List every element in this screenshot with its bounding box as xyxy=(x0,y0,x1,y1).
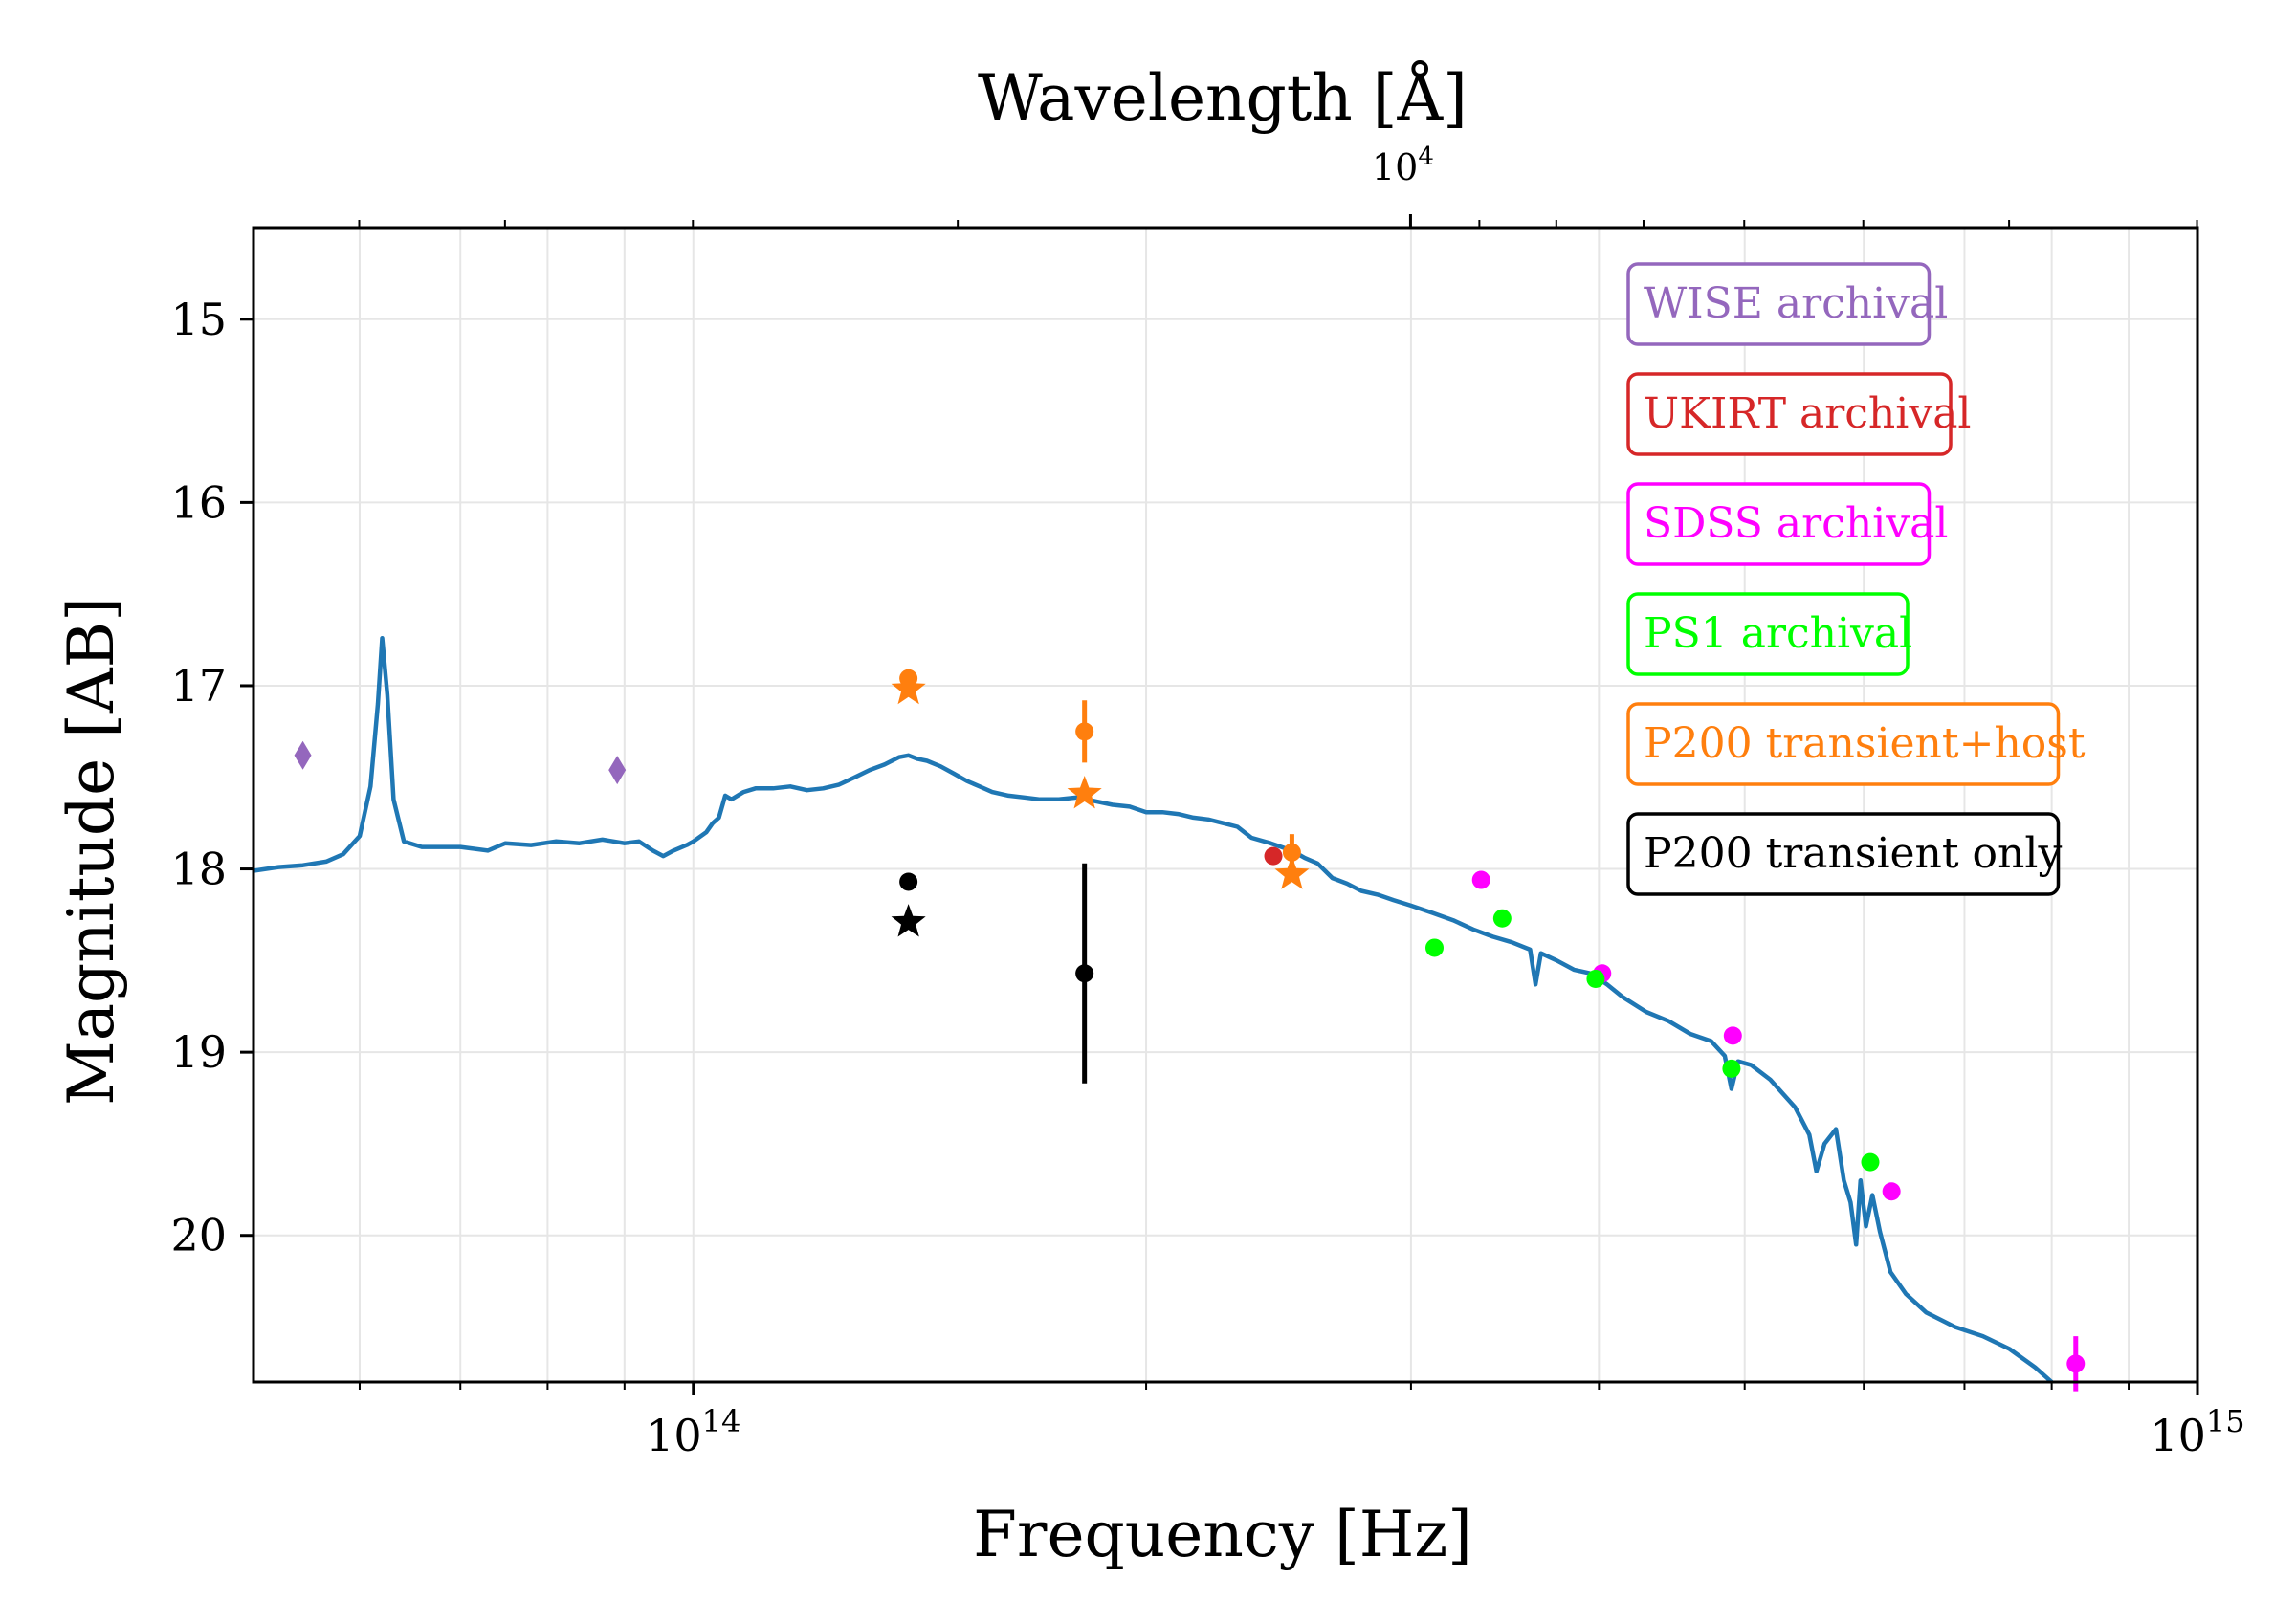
data-point-diamond xyxy=(294,740,312,770)
y-tick-label: 16 xyxy=(170,476,227,528)
x2-tick-label: 104 xyxy=(1372,143,1434,188)
plot-area xyxy=(253,635,2086,1392)
legend-item: UKIRT archival xyxy=(1626,372,1972,456)
data-point xyxy=(899,872,918,891)
data-point-star xyxy=(891,904,926,937)
legend-label: SDSS archival xyxy=(1644,499,1948,548)
legend-item: WISE archival xyxy=(1626,262,1948,346)
spectrum-line xyxy=(253,635,2054,1384)
legend-box xyxy=(1626,702,2061,786)
data-point-star xyxy=(1274,856,1310,889)
legend-label: P200 transient only xyxy=(1644,829,2062,878)
data-point xyxy=(1492,909,1512,928)
data-point xyxy=(1075,722,1094,741)
x-tick-label: 1015 xyxy=(2150,1403,2244,1461)
x-axis-title: Frequency [Hz] xyxy=(973,1498,1472,1571)
y-tick-label: 17 xyxy=(170,660,227,712)
y-tick-label: 19 xyxy=(170,1026,227,1078)
data-point xyxy=(1471,870,1490,889)
legend-item: P200 transient+host xyxy=(1626,702,2086,786)
data-point xyxy=(1282,843,1301,862)
data-point xyxy=(2066,1354,2086,1373)
data-point-star xyxy=(1067,776,1102,809)
data-point xyxy=(1075,964,1094,983)
y-tick-label: 18 xyxy=(170,844,227,895)
legend-item: SDSS archival xyxy=(1626,482,1948,566)
data-point xyxy=(1861,1152,1880,1172)
data-point-diamond xyxy=(608,756,627,785)
data-point xyxy=(1425,938,1445,957)
legend-box xyxy=(1626,482,1932,566)
legend-box xyxy=(1626,592,1910,676)
y-tick-label: 15 xyxy=(170,294,227,345)
legend-box xyxy=(1626,372,1953,456)
legend-label: PS1 archival xyxy=(1644,609,1912,658)
legend-item: P200 transient only xyxy=(1626,812,2062,896)
legend-label: P200 transient+host xyxy=(1644,719,2086,768)
axes: 1014 1015 15 16 17 18 19 20 104 xyxy=(170,143,2244,1461)
data-point xyxy=(1264,846,1283,866)
y-tick-label: 20 xyxy=(170,1210,227,1261)
legend-label: WISE archival xyxy=(1644,279,1948,328)
legend-box xyxy=(1626,262,1932,346)
data-point xyxy=(1722,1059,1741,1078)
x-tick-label: 1014 xyxy=(646,1403,740,1461)
data-point xyxy=(1882,1182,1901,1201)
legend-box xyxy=(1626,812,2061,896)
legend: WISE archival UKIRT archival SDSS archival… xyxy=(1626,262,2086,896)
data-point-star xyxy=(891,670,926,705)
legend-item: PS1 archival xyxy=(1626,592,1912,676)
plot-frame xyxy=(252,226,2199,1384)
x2-axis-title: Wavelength [Å] xyxy=(978,61,1468,135)
data-point xyxy=(1586,970,1605,989)
grid xyxy=(254,228,2198,1382)
data-point xyxy=(1723,1026,1742,1045)
y-axis-title: Magnitude [AB] xyxy=(55,597,128,1106)
legend-label: UKIRT archival xyxy=(1644,389,1972,438)
